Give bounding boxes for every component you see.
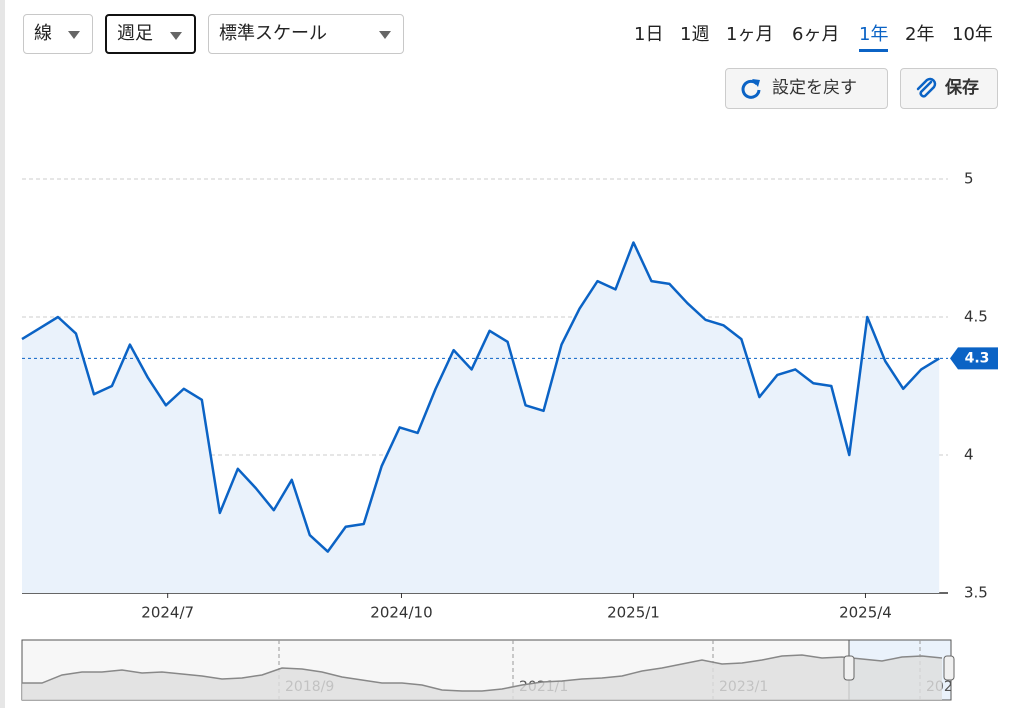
y-tick-label: 4.5 xyxy=(964,308,988,326)
price-line xyxy=(21,241,940,553)
navigator-handle xyxy=(843,655,855,681)
button-label: 設定を戻す xyxy=(772,78,857,98)
reset-button[interactable]: 設定を戻す xyxy=(725,68,888,109)
area xyxy=(22,242,940,594)
chart-style-dropdown[interactable]: 線 xyxy=(23,14,93,54)
x-tick-label: 2025/4 xyxy=(839,604,892,622)
range-button[interactable]: 6ヶ月 xyxy=(792,24,840,45)
range-button[interactable]: 2年 xyxy=(905,24,935,45)
button-label: 保存 xyxy=(945,78,979,98)
scale-dropdown[interactable]: 標準スケール xyxy=(208,14,404,54)
range-button[interactable]: 1週 xyxy=(680,24,710,45)
range-button[interactable]: 1日 xyxy=(634,24,664,45)
x-tick-label: 2025/1 xyxy=(607,604,660,622)
x-tick-label: 2024/10 xyxy=(370,604,432,622)
range-button[interactable]: 1年 xyxy=(859,20,889,52)
navigator-area xyxy=(22,655,942,700)
reset-icon xyxy=(741,79,761,99)
interval-dropdown[interactable]: 週足 xyxy=(105,14,196,54)
clip-icon xyxy=(916,77,937,98)
dropdown-label: 週足 xyxy=(117,23,153,44)
y-tick-label: 4 xyxy=(964,446,974,464)
last-price-badge xyxy=(950,347,998,370)
dropdown-label: 標準スケール xyxy=(219,23,327,44)
dropdown-label: 線 xyxy=(34,23,52,44)
range-button[interactable]: 1ヶ月 xyxy=(726,24,774,45)
last-price-label: 4.3 xyxy=(965,350,990,366)
navigator-handle xyxy=(943,655,955,681)
y-tick-label: 3.5 xyxy=(964,584,988,602)
range-button[interactable]: 10年 xyxy=(952,24,993,45)
y-tick-label: 5 xyxy=(964,170,974,188)
save-button[interactable]: 保存 xyxy=(900,68,998,109)
side-stripe xyxy=(0,0,5,708)
x-tick-label: 2024/7 xyxy=(141,604,194,622)
navigator-line xyxy=(22,654,943,692)
